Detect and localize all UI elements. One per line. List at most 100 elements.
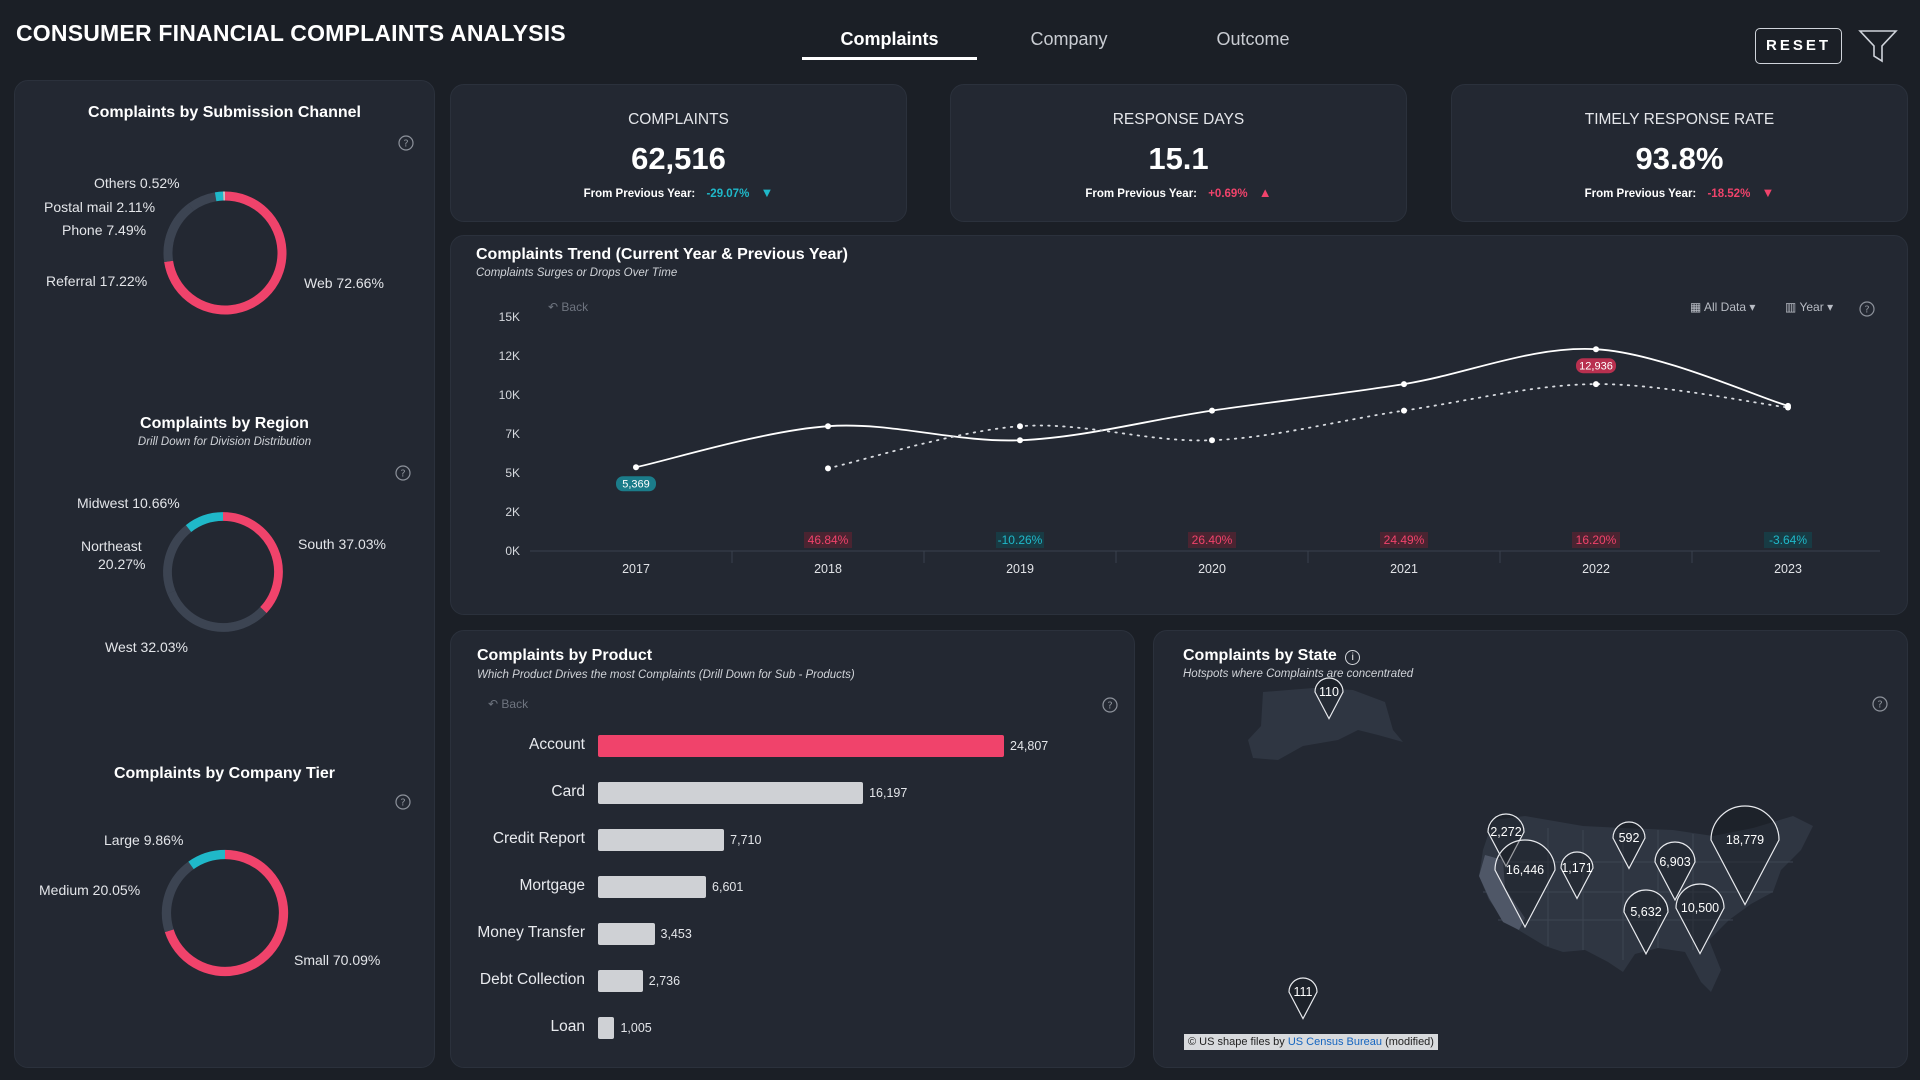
bar-value-label: 7,710 <box>730 833 762 847</box>
map-pin[interactable]: 18,779 <box>1710 805 1780 906</box>
info-icon[interactable]: i <box>1345 650 1361 665</box>
previous-year-point[interactable] <box>825 465 831 472</box>
previous-year-point[interactable] <box>1209 437 1215 444</box>
region-segment-2[interactable] <box>163 525 192 594</box>
kpi-delta-prefix: From Previous Year: <box>1085 188 1198 200</box>
yoy-badge <box>1188 532 1236 548</box>
product-subtitle: Which Product Drives the most Complaints… <box>477 669 855 681</box>
kpi-label: RESPONSE DAYS <box>1112 111 1245 128</box>
svg-text:?: ? <box>400 469 405 480</box>
trend-back-button[interactable]: ↶ Back <box>548 300 589 314</box>
tier-segment-0[interactable] <box>164 849 289 977</box>
product-bar[interactable] <box>598 970 643 992</box>
x-tick-label: 2022 <box>1582 562 1610 576</box>
tab-complaints[interactable]: Complaints <box>802 24 977 60</box>
product-back-button[interactable]: ↶ Back <box>488 697 529 711</box>
current-year-point[interactable] <box>633 464 639 471</box>
up-arrow-icon: ▲ <box>1258 185 1272 200</box>
reset-button[interactable]: RESET <box>1755 28 1842 64</box>
map-pin-label: 111 <box>1293 985 1312 999</box>
product-bar[interactable] <box>598 876 707 898</box>
kpi-label: TIMELY RESPONSE RATE <box>1584 111 1775 128</box>
channel-segment-1[interactable] <box>163 203 194 263</box>
tier-segment-2[interactable] <box>188 849 226 870</box>
channel-segment-3[interactable] <box>214 191 224 202</box>
previous-year-point[interactable] <box>1785 404 1791 411</box>
down-arrow-icon: ▼ <box>1761 185 1775 200</box>
year-dropdown[interactable]: ▥ Year ▾ <box>1785 300 1834 314</box>
map-pin-label: 1,171 <box>1561 861 1592 875</box>
tab-outcome[interactable]: Outcome <box>1216 29 1290 49</box>
x-tick-label: 2023 <box>1774 562 1802 576</box>
current-year-point[interactable] <box>825 423 831 430</box>
back-arrow-icon: ↶ <box>488 697 499 711</box>
current-year-point[interactable] <box>1017 437 1023 444</box>
y-tick-label: 12K <box>499 349 520 363</box>
region-segment-3[interactable] <box>185 512 224 533</box>
kpi-delta-prefix: From Previous Year: <box>583 188 696 200</box>
help-icon[interactable]: ? <box>1859 301 1875 317</box>
map-pin[interactable]: 16,446 <box>1494 839 1556 929</box>
us-map[interactable]: 110 2,272 16,446 1,171 592 6,903 18,779 5,632 10… <box>1153 630 1908 1068</box>
channel-segment-0[interactable] <box>164 191 287 315</box>
current-year-point[interactable] <box>1209 407 1215 414</box>
bar-value-label: 6,601 <box>712 880 744 894</box>
previous-year-point[interactable] <box>1017 423 1023 430</box>
point-label-bg <box>1576 358 1616 374</box>
product-bar[interactable] <box>598 782 864 804</box>
previous-year-point[interactable] <box>1401 407 1407 414</box>
kpi-response-days-card: RESPONSE DAYS 15.1 From Previous Year: +… <box>950 84 1407 222</box>
tier-segment-1[interactable] <box>161 861 194 933</box>
calendar-icon: ▦ <box>1690 300 1702 314</box>
help-icon[interactable]: ? <box>395 465 411 481</box>
map-pin[interactable]: 111 <box>1288 977 1318 1020</box>
yoy-label: -10.26% <box>998 533 1043 547</box>
trend-chart[interactable]: 0K 2K 5K 7K 10K 12K 15K 2017 2018 2019 2020 2021 202… <box>450 235 1908 615</box>
kpi-value: 15.1 <box>1148 141 1209 176</box>
help-icon[interactable]: ? <box>1102 697 1118 713</box>
svg-text:?: ? <box>1864 305 1869 316</box>
map-pin[interactable]: 110 <box>1314 677 1344 720</box>
map-pin[interactable]: 592 <box>1612 821 1646 870</box>
filter-icon[interactable] <box>1858 28 1898 64</box>
bar-label: Account <box>528 736 585 753</box>
help-icon[interactable]: ? <box>395 794 411 810</box>
all-data-dropdown[interactable]: ▦ All Data ▾ <box>1690 300 1756 314</box>
tier-donut[interactable] <box>148 836 302 990</box>
census-link[interactable]: US Census Bureau <box>1287 1036 1382 1048</box>
chevron-down-icon: ▾ <box>1827 300 1834 314</box>
help-icon[interactable]: ? <box>1872 696 1888 712</box>
kpi-delta: From Previous Year: -29.07% ▼ <box>451 185 906 200</box>
down-arrow-icon: ▼ <box>760 185 774 200</box>
map-pin[interactable]: 10,500 <box>1675 883 1725 955</box>
region-donut[interactable] <box>150 499 296 645</box>
region-segment-1[interactable] <box>167 590 267 632</box>
current-year-point[interactable] <box>1593 346 1599 353</box>
map-pin[interactable]: 1,171 <box>1560 851 1594 900</box>
map-pin[interactable]: 6,903 <box>1654 841 1696 902</box>
channel-donut[interactable] <box>150 178 300 328</box>
previous-year-point[interactable] <box>1593 381 1599 388</box>
product-bar[interactable] <box>598 1017 615 1039</box>
tab-company[interactable]: Company <box>1030 29 1108 49</box>
current-year-point[interactable] <box>1401 381 1407 388</box>
region-subtitle: Drill Down for Division Distribution <box>137 436 312 448</box>
region-segment-0[interactable] <box>222 512 283 614</box>
y-tick-label: 0K <box>505 544 520 558</box>
product-bar[interactable] <box>598 923 655 945</box>
region-title: Complaints by Region <box>140 415 309 432</box>
map-pin[interactable]: 5,632 <box>1623 889 1669 956</box>
channel-segment-2[interactable] <box>188 192 217 211</box>
map-pin[interactable]: 2,272 <box>1487 813 1525 868</box>
map-pin-marker <box>1288 977 1318 1020</box>
bar-value-label: 16,197 <box>869 786 908 800</box>
previous-year-line[interactable] <box>827 383 1789 470</box>
x-tick-label: 2019 <box>1006 562 1034 576</box>
region-label-northeast: Northeast <box>81 538 142 554</box>
help-icon[interactable]: ? <box>398 135 414 151</box>
y-tick-label: 10K <box>499 388 520 402</box>
product-bar[interactable] <box>598 829 725 851</box>
x-tick-label: 2021 <box>1390 562 1418 576</box>
product-bar[interactable] <box>598 735 1004 757</box>
bar-label: Credit Report <box>492 830 585 847</box>
